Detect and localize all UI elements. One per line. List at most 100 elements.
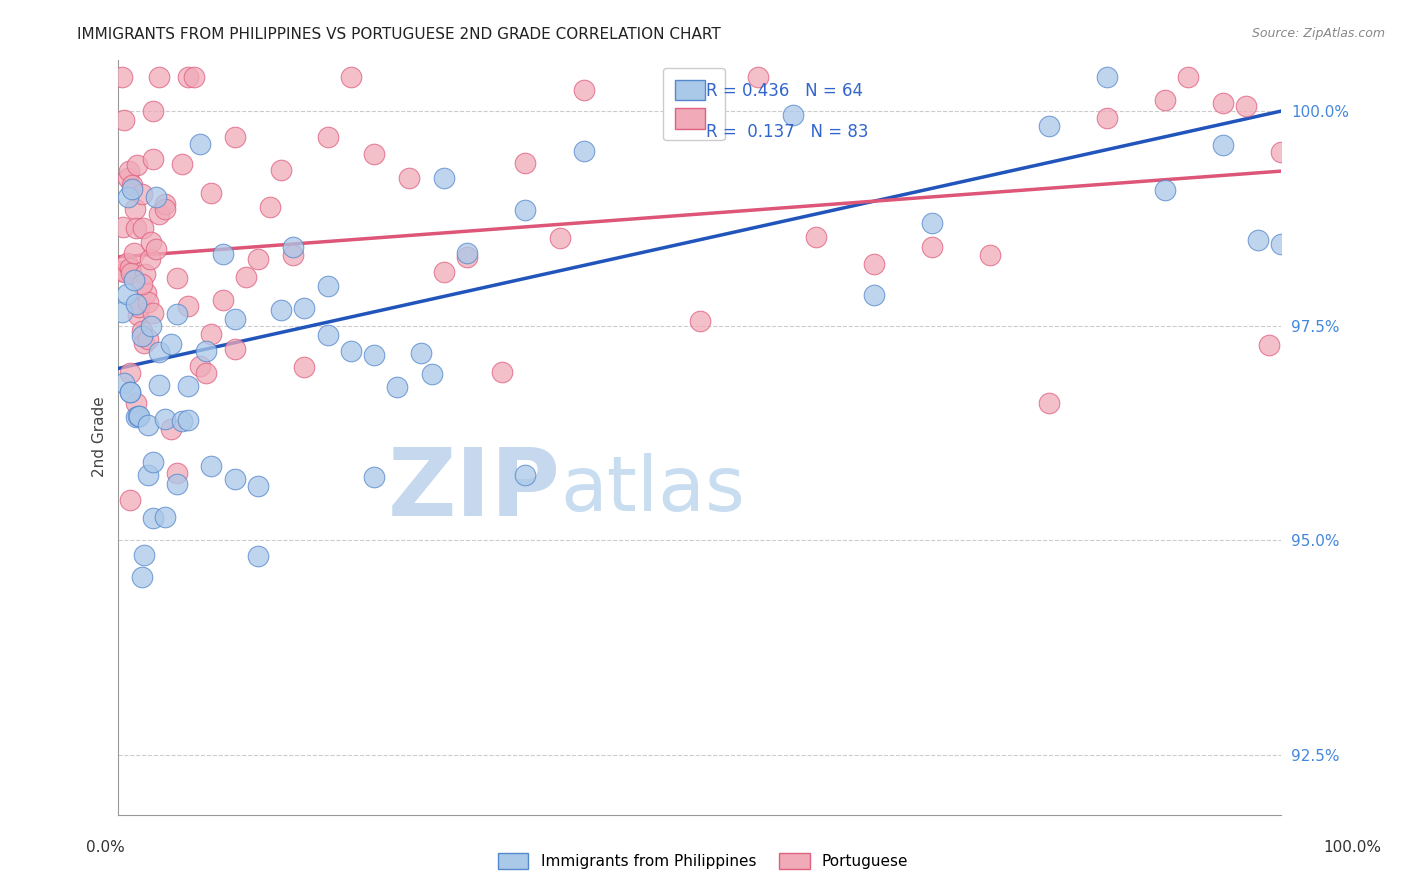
- Point: [340, 343, 363, 358]
- Point: [136, 467, 159, 482]
- Point: [135, 286, 157, 301]
- Point: [433, 264, 456, 278]
- Point: [363, 469, 385, 483]
- Point: [153, 412, 176, 426]
- Point: [125, 396, 148, 410]
- Point: [270, 303, 292, 318]
- Point: [212, 293, 235, 308]
- Point: [515, 203, 537, 218]
- Point: [148, 70, 170, 84]
- Point: [118, 164, 141, 178]
- Point: [572, 144, 595, 158]
- Point: [159, 337, 181, 351]
- Point: [153, 196, 176, 211]
- Point: [212, 246, 235, 260]
- Point: [120, 366, 142, 380]
- Point: [433, 171, 456, 186]
- Point: [1038, 396, 1060, 410]
- Point: [235, 269, 257, 284]
- Point: [863, 257, 886, 271]
- Point: [515, 468, 537, 483]
- Point: [121, 178, 143, 193]
- Text: 0.0%: 0.0%: [86, 840, 125, 855]
- Point: [136, 295, 159, 310]
- Point: [111, 305, 134, 319]
- Point: [127, 308, 149, 322]
- Point: [456, 246, 478, 260]
- Point: [1234, 99, 1257, 113]
- Point: [148, 206, 170, 220]
- Point: [747, 70, 769, 84]
- Point: [125, 409, 148, 424]
- Point: [1095, 111, 1118, 125]
- Point: [200, 186, 222, 201]
- Point: [172, 156, 194, 170]
- Point: [363, 348, 385, 362]
- Point: [125, 297, 148, 311]
- Point: [132, 221, 155, 235]
- Point: [131, 329, 153, 343]
- Point: [120, 260, 142, 275]
- Point: [120, 266, 142, 280]
- Point: [139, 252, 162, 267]
- Point: [166, 477, 188, 491]
- Point: [409, 346, 432, 360]
- Point: [153, 202, 176, 216]
- Legend: Immigrants from Philippines, Portuguese: Immigrants from Philippines, Portuguese: [492, 847, 914, 875]
- Point: [134, 267, 156, 281]
- Point: [363, 146, 385, 161]
- Point: [224, 312, 246, 326]
- Text: R =  0.137   N = 83: R = 0.137 N = 83: [706, 123, 868, 141]
- Point: [979, 248, 1001, 262]
- Point: [1258, 338, 1281, 352]
- Text: IMMIGRANTS FROM PHILIPPINES VS PORTUGUESE 2ND GRADE CORRELATION CHART: IMMIGRANTS FROM PHILIPPINES VS PORTUGUES…: [77, 27, 721, 42]
- Point: [246, 478, 269, 492]
- Point: [422, 368, 444, 382]
- Point: [159, 421, 181, 435]
- Point: [112, 220, 135, 235]
- Text: atlas: atlas: [560, 453, 745, 527]
- Point: [153, 510, 176, 524]
- Point: [148, 345, 170, 359]
- Point: [1270, 145, 1292, 160]
- Point: [166, 270, 188, 285]
- Point: [804, 230, 827, 244]
- Point: [782, 108, 804, 122]
- Point: [188, 359, 211, 374]
- Y-axis label: 2nd Grade: 2nd Grade: [93, 397, 107, 477]
- Point: [387, 380, 409, 394]
- Point: [224, 129, 246, 144]
- Text: 100.0%: 100.0%: [1323, 840, 1382, 855]
- Point: [1153, 93, 1175, 107]
- Point: [689, 314, 711, 328]
- Point: [177, 413, 200, 427]
- Point: [131, 187, 153, 202]
- Point: [131, 277, 153, 291]
- Point: [224, 472, 246, 486]
- Point: [188, 136, 211, 151]
- Point: [398, 170, 420, 185]
- Point: [110, 264, 132, 278]
- Point: [136, 332, 159, 346]
- Point: [259, 200, 281, 214]
- Point: [572, 83, 595, 97]
- Point: [172, 414, 194, 428]
- Text: ZIP: ZIP: [388, 444, 560, 536]
- Point: [921, 239, 943, 253]
- Text: R = 0.436   N = 64: R = 0.436 N = 64: [706, 82, 863, 100]
- Point: [142, 511, 165, 525]
- Point: [1177, 70, 1199, 84]
- Point: [120, 384, 142, 399]
- Point: [200, 458, 222, 473]
- Point: [183, 70, 205, 84]
- Point: [145, 190, 167, 204]
- Point: [142, 306, 165, 320]
- Point: [281, 248, 304, 262]
- Point: [194, 366, 217, 380]
- Point: [294, 301, 316, 315]
- Point: [1212, 137, 1234, 152]
- Point: [112, 376, 135, 390]
- Point: [115, 287, 138, 301]
- Point: [194, 343, 217, 358]
- Point: [1270, 237, 1292, 252]
